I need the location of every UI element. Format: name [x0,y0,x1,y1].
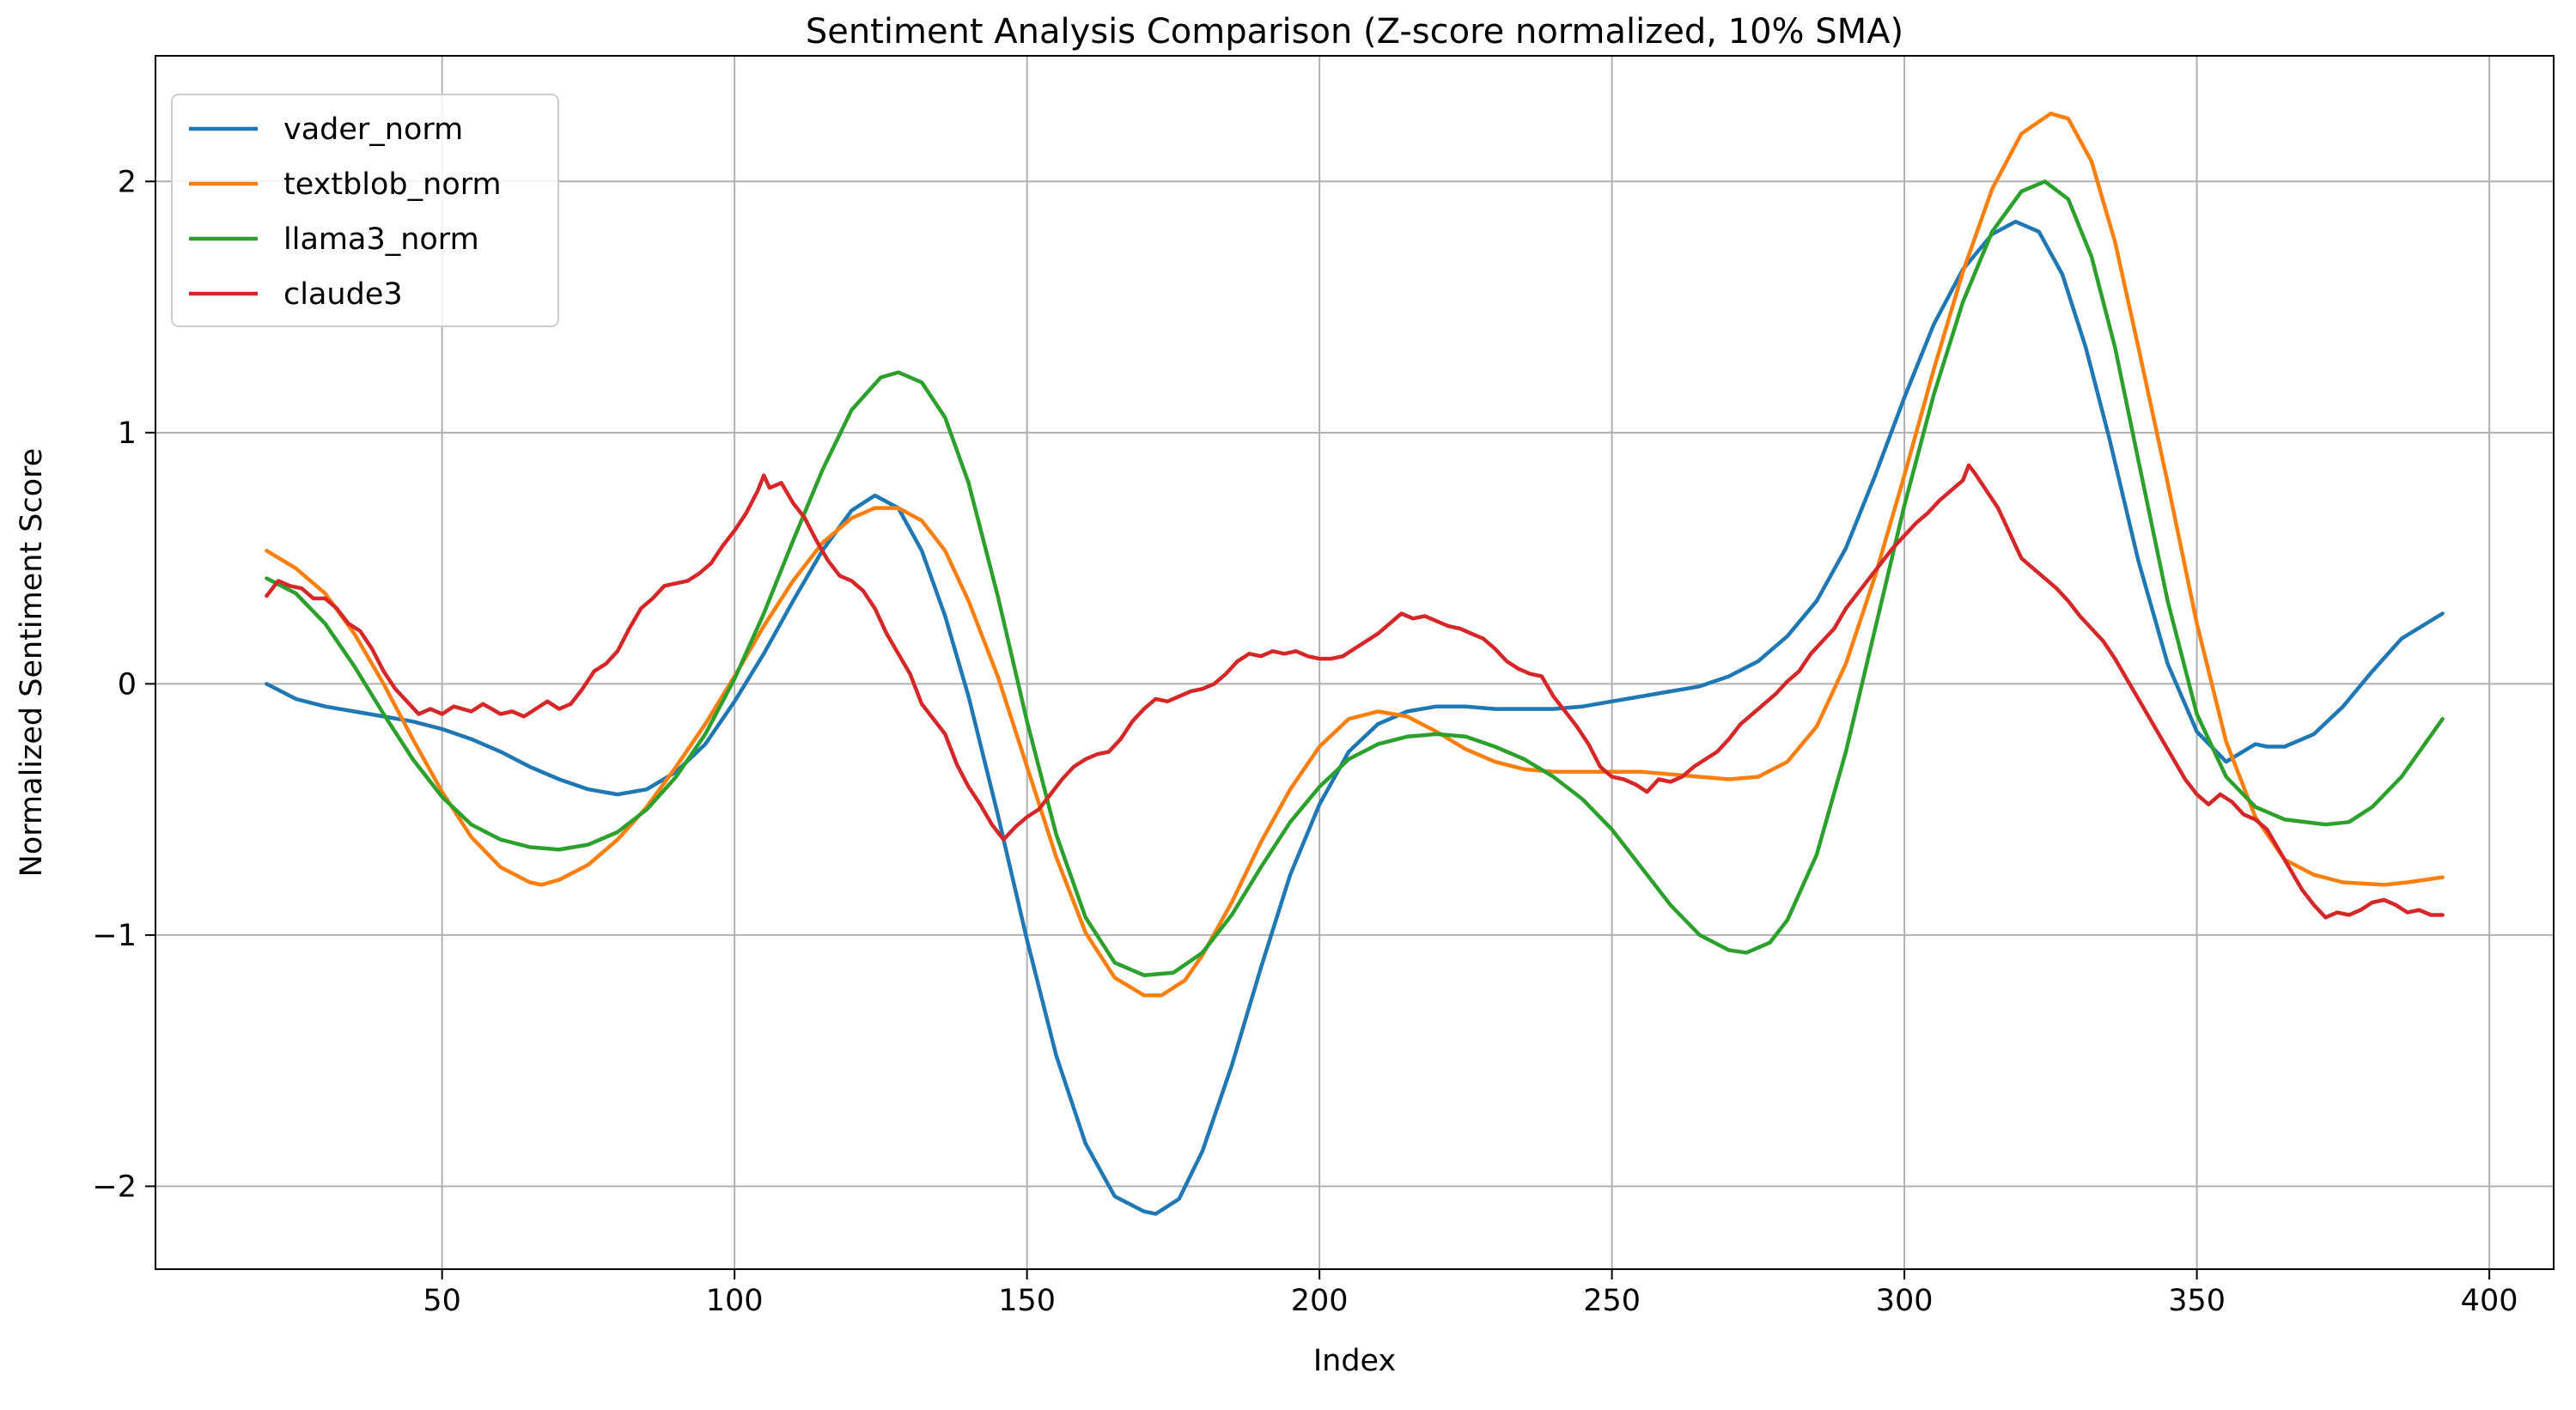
y-tick-label: 0 [118,667,137,702]
series-line-llama3-norm [265,179,2445,977]
x-tick-label: 400 [2461,1284,2518,1318]
x-tick-label: 50 [423,1284,461,1318]
axes-frame [155,55,2555,1270]
x-tick-label: 300 [1876,1284,1934,1318]
legend-label-textblob-norm: textblob_norm [283,167,502,202]
y-tick-label: −1 [92,919,137,953]
y-axis-label: Normalized Sentiment Score [15,448,49,878]
chart-title: Sentiment Analysis Comparison (Z-score n… [806,12,1903,52]
y-tick-label: 2 [118,165,137,199]
x-axis-label: Index [1313,1344,1396,1378]
axis-ticks: 50 100 150 200 250 300 350 400 −2 −1 0 1 2 [92,165,2518,1318]
series-line-textblob-norm [265,112,2445,998]
x-tick-label: 100 [706,1284,764,1318]
legend-label-vader-norm: vader_norm [283,112,463,147]
legend-box [171,94,559,327]
y-tick-label: 1 [118,416,137,451]
grid-lines [155,56,2554,1269]
legend: vader_norm textblob_norm llama3_normclaude… [171,94,559,327]
series-lines [265,112,2445,1216]
legend-label-llama3-norm: llama3_norm [283,222,479,257]
series-line-claude3 [265,463,2445,920]
x-tick-label: 200 [1291,1284,1349,1318]
y-tick-label: −2 [92,1170,137,1204]
x-tick-label: 250 [1583,1284,1641,1318]
legend-label-claude3: claude3 [283,277,403,312]
x-tick-label: 150 [998,1284,1056,1318]
x-tick-label: 350 [2168,1284,2226,1318]
series-line-vader-norm [265,219,2445,1216]
